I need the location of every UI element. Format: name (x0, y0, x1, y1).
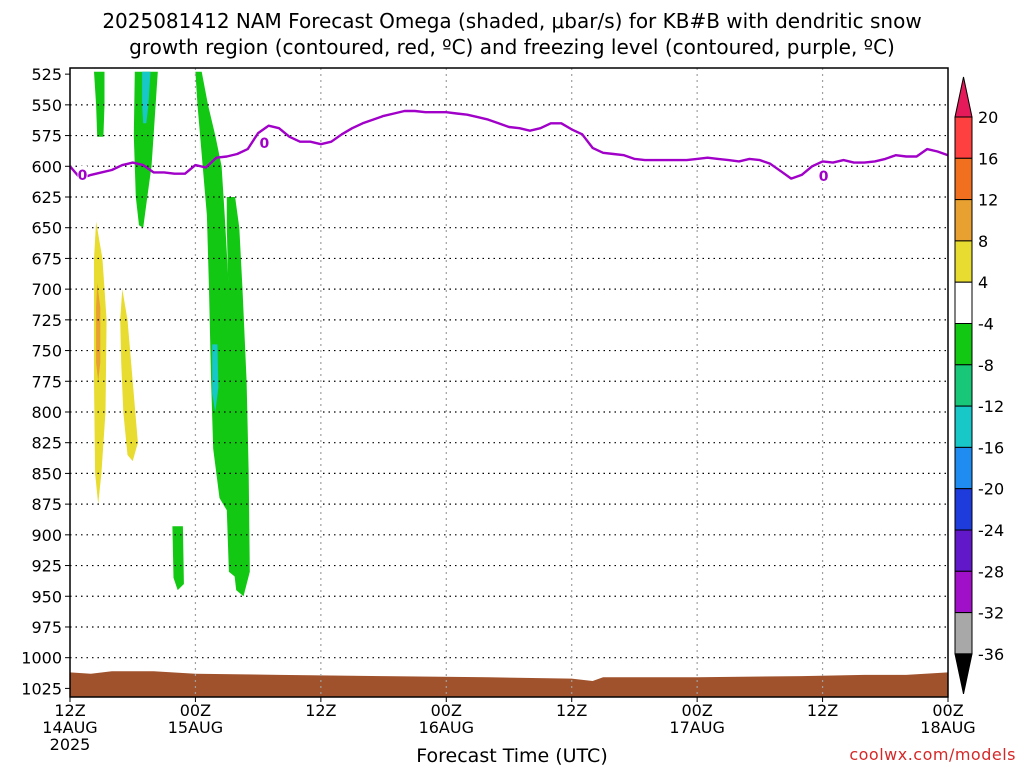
omega-region-8 (96, 283, 101, 382)
xtick-label-0-2: 2025 (50, 735, 91, 754)
omega-region-6 (172, 526, 184, 591)
freezing-label-bg-2 (818, 167, 829, 184)
ytick-label-525: 525 (31, 65, 62, 84)
freezing-level-label-2: 0 (819, 169, 829, 185)
ytick-label-550: 550 (31, 96, 62, 115)
colorbar-box-4 (954, 281, 973, 325)
xtick-label-1-0: 00Z (180, 701, 211, 720)
colorbar-label-12: -32 (978, 604, 1004, 623)
colorbar-label-0: 20 (978, 108, 998, 127)
colorbar-label-11: -28 (978, 562, 1004, 581)
ytick-label-800: 800 (31, 403, 62, 422)
colorbar-box-12 (954, 612, 973, 655)
ytick-label-1000: 1000 (21, 649, 62, 668)
colorbar-top-arrow (954, 76, 973, 118)
xtick-label-7-1: 18AUG (920, 718, 975, 737)
ytick-label-950: 950 (31, 587, 62, 606)
colorbar-label-13: -36 (978, 645, 1004, 664)
ytick-label-650: 650 (31, 219, 62, 238)
ytick-label-600: 600 (31, 157, 62, 176)
colorbar-box-6 (954, 364, 973, 407)
xtick-label-4-0: 12Z (556, 701, 587, 720)
colorbar-label-2: 12 (978, 191, 998, 210)
ytick-label-750: 750 (31, 342, 62, 361)
ytick-label-975: 975 (31, 618, 62, 637)
xtick-label-5-0: 00Z (681, 701, 712, 720)
colorbar-box-5 (954, 323, 973, 366)
ytick-label-775: 775 (31, 372, 62, 391)
omega-region-1 (133, 71, 158, 228)
colorbar-box-0 (954, 116, 973, 159)
xtick-label-3-0: 00Z (431, 701, 462, 720)
xtick-label-1-1: 15AUG (168, 718, 223, 737)
colorbar-box-10 (954, 529, 973, 572)
ytick-label-625: 625 (31, 188, 62, 207)
colorbar-label-6: -8 (978, 356, 994, 375)
colorbar-label-3: 8 (978, 232, 988, 251)
colorbar-label-5: -4 (978, 315, 994, 334)
omega-region-2 (142, 71, 151, 124)
omega-region-4 (212, 344, 219, 412)
xtick-label-0-1: 14AUG (42, 718, 97, 737)
colorbar-bottom-arrow (954, 653, 973, 695)
colorbar-box-7 (954, 405, 973, 448)
omega-region-3 (187, 71, 237, 578)
chart-title-line1: 2025081412 NAM Forecast Omega (shaded, μ… (102, 9, 922, 33)
freezing-label-bg-1 (259, 133, 270, 150)
omega-region-5 (226, 197, 250, 597)
credit-text: coolwx.com/models (849, 745, 1016, 764)
plot-background (70, 68, 948, 697)
xtick-label-3-1: 16AUG (419, 718, 474, 737)
xtick-label-5-1: 17AUG (669, 718, 724, 737)
freezing-label-bg-0 (77, 165, 88, 182)
x-axis-label: Forecast Time (UTC) (416, 745, 608, 767)
ytick-label-850: 850 (31, 464, 62, 483)
ytick-label-925: 925 (31, 557, 62, 576)
omega-region-9 (120, 289, 138, 462)
xtick-label-0-0: 12Z (54, 701, 85, 720)
ytick-label-575: 575 (31, 127, 62, 146)
colorbar-box-11 (954, 570, 973, 614)
colorbar-label-1: 16 (978, 149, 998, 168)
ytick-label-700: 700 (31, 280, 62, 299)
colorbar-label-4: 4 (978, 273, 988, 292)
xtick-label-6-0: 12Z (807, 701, 838, 720)
freezing-level-line (69, 109, 949, 180)
colorbar-box-1 (954, 157, 973, 201)
colorbar-box-2 (954, 199, 973, 242)
colorbar-box-9 (954, 488, 973, 531)
colorbar-label-7: -12 (978, 397, 1004, 416)
ytick-label-875: 875 (31, 495, 62, 514)
colorbar-box-3 (954, 240, 973, 283)
plot-frame (69, 67, 949, 698)
ytick-label-825: 825 (31, 434, 62, 453)
xtick-label-2-0: 12Z (305, 701, 336, 720)
omega-region-0 (94, 71, 105, 137)
ytick-label-675: 675 (31, 249, 62, 268)
colorbar-box-8 (954, 446, 973, 490)
freezing-level-label-1: 0 (260, 136, 270, 152)
ground-surface (70, 671, 948, 697)
colorbar-label-9: -20 (978, 480, 1004, 499)
ytick-label-900: 900 (31, 526, 62, 545)
colorbar-label-10: -24 (978, 521, 1004, 540)
chart-title-line2: growth region (contoured, red, ºC) and f… (129, 35, 895, 59)
colorbar-label-8: -16 (978, 438, 1004, 457)
ytick-label-1025: 1025 (21, 679, 62, 698)
xtick-label-7-0: 00Z (932, 701, 963, 720)
ytick-label-725: 725 (31, 311, 62, 330)
freezing-level-label-0: 0 (78, 168, 88, 184)
